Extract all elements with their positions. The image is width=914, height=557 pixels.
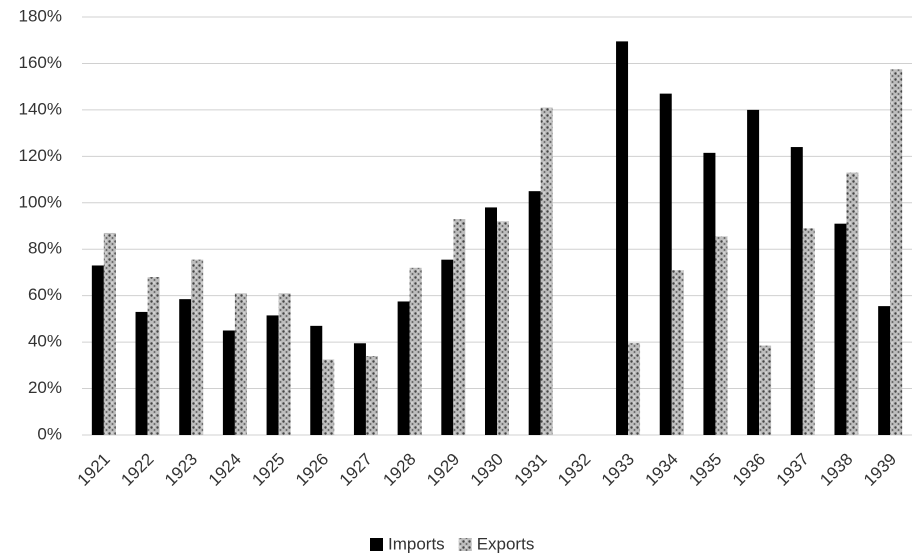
y-tick-label: 0% (37, 424, 62, 443)
x-tick-label: 1934 (642, 450, 682, 490)
y-tick-label: 40% (28, 332, 62, 351)
bar (222, 330, 235, 435)
y-tick-label: 120% (19, 146, 62, 165)
bar (759, 345, 772, 435)
bar (747, 109, 760, 435)
y-tick-label: 100% (19, 192, 62, 211)
bar (147, 277, 160, 435)
x-tick-label: 1921 (74, 450, 114, 490)
bar (322, 359, 335, 435)
x-tick-label: 1926 (292, 450, 332, 490)
bar (528, 191, 541, 435)
bar (191, 259, 204, 435)
x-tick-label: 1925 (248, 450, 288, 490)
x-tick-label: 1935 (685, 450, 725, 490)
x-tick-label: 1929 (423, 450, 463, 490)
bar (497, 221, 509, 435)
y-tick-label: 140% (19, 99, 62, 118)
x-tick-label: 1938 (816, 450, 856, 490)
bar (703, 152, 716, 435)
y-tick-label: 180% (19, 6, 62, 25)
x-tick-label: 1930 (467, 450, 507, 490)
x-tick-label: 1927 (336, 450, 376, 490)
y-tick-label: 20% (28, 378, 62, 397)
bar (353, 343, 366, 435)
x-tick-label: 1928 (379, 450, 419, 490)
bar (790, 147, 803, 436)
y-tick-label: 60% (28, 285, 62, 304)
bar (441, 259, 454, 435)
bar (834, 223, 847, 435)
x-tick-label: 1939 (860, 450, 900, 490)
bar (234, 293, 247, 435)
bar (846, 172, 859, 436)
bar (310, 325, 323, 435)
x-tick-label: 1924 (205, 450, 245, 490)
bar (266, 315, 279, 435)
bar (397, 301, 410, 435)
bar (628, 343, 641, 435)
bar (485, 207, 497, 435)
x-tick-label: 1931 (511, 450, 551, 490)
x-tick-label: 1937 (773, 450, 813, 490)
bar (671, 270, 684, 435)
bar (135, 311, 148, 435)
x-tick-label: 1923 (161, 450, 201, 490)
bar (890, 69, 903, 435)
bar (715, 236, 728, 435)
bar (878, 306, 891, 435)
bar (179, 299, 192, 435)
y-tick-label: 80% (28, 239, 62, 258)
legend-swatch (370, 538, 383, 551)
bar (365, 356, 378, 435)
x-tick-label: 1922 (117, 450, 157, 490)
bar (802, 228, 815, 435)
bar (409, 267, 422, 435)
x-tick-label: 1936 (729, 450, 769, 490)
bar (540, 107, 553, 436)
bar (659, 93, 672, 435)
x-tick-label: 1933 (598, 450, 638, 490)
bar (616, 41, 629, 436)
bar (278, 293, 291, 435)
legend-label: Imports (388, 534, 445, 553)
y-tick-label: 160% (19, 53, 62, 72)
legend-swatch (458, 538, 472, 551)
bar (103, 232, 116, 435)
bar (91, 265, 104, 435)
x-tick-label: 1932 (554, 450, 594, 490)
bar (453, 219, 466, 435)
legend-label: Exports (477, 534, 535, 553)
